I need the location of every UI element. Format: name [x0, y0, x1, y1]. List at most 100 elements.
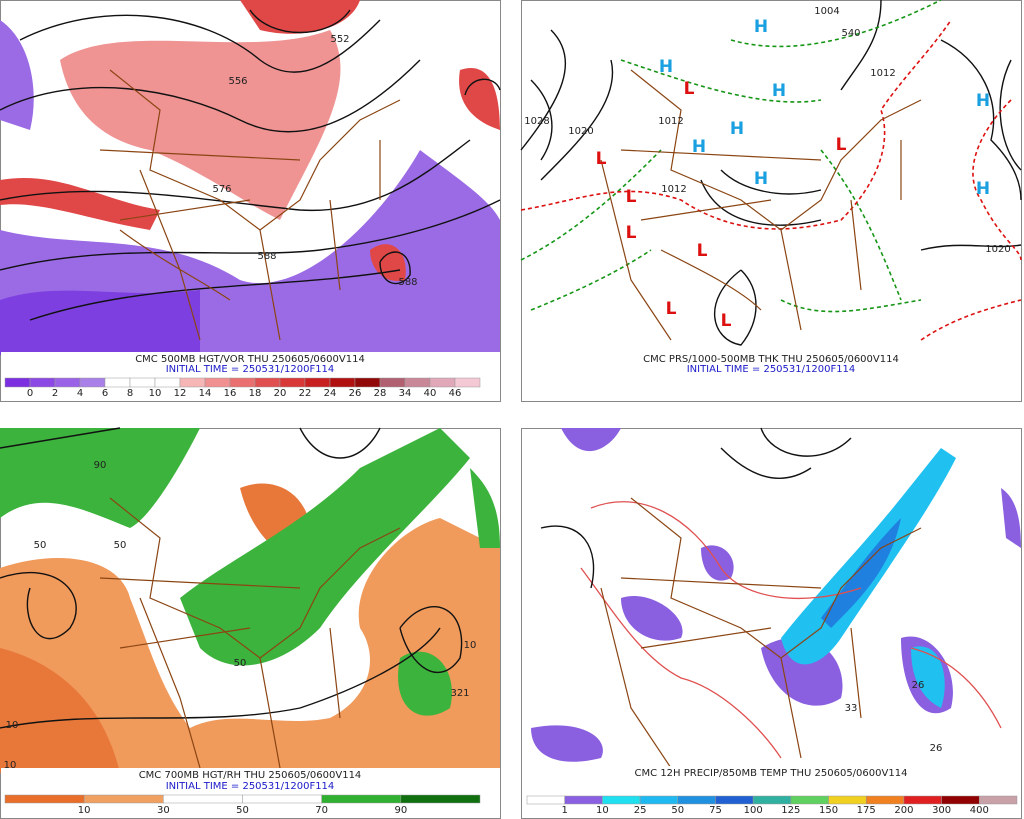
- colorbar-label: 20: [274, 388, 287, 399]
- contour-label: 321: [450, 688, 469, 699]
- colorbar-swatch: [54, 377, 81, 388]
- panel: CMC 12H PRECIP/850MB TEMP THU 250605/060…: [521, 427, 1022, 819]
- pressure-center: L: [721, 311, 732, 331]
- colorbar-label: 300: [932, 805, 951, 816]
- pressure-center: L: [666, 299, 677, 319]
- colorbar-label: 125: [781, 805, 800, 816]
- panel: CMC 700MB HGT/RH THU 250605/0600V114INIT…: [0, 427, 501, 819]
- map: [0, 427, 500, 773]
- colorbar-swatch: [639, 795, 679, 805]
- contour-label: 1020: [985, 244, 1010, 255]
- pressure-center: L: [684, 79, 695, 99]
- colorbar-label: 175: [857, 805, 876, 816]
- pressure-center: H: [754, 169, 768, 189]
- caption-bg: [522, 352, 1021, 380]
- colorbar-label: 90: [394, 805, 407, 816]
- pressure-center: L: [626, 223, 637, 243]
- colorbar-swatch: [179, 377, 206, 388]
- colorbar-label: 50: [671, 805, 684, 816]
- contour-label: 556: [228, 76, 247, 87]
- contour-label: 26: [930, 743, 943, 754]
- rh-area: [0, 518, 500, 773]
- colorbar-label: 46: [449, 388, 462, 399]
- colorbar-swatch: [279, 377, 306, 388]
- colorbar-swatch: [526, 795, 565, 805]
- pressure-center: H: [772, 81, 786, 101]
- colorbar-swatch: [163, 794, 243, 804]
- vorticity-area: [0, 290, 200, 355]
- initial-time: INITIAL TIME = 250531/1200F114: [687, 364, 856, 375]
- colorbar-label: 50: [236, 805, 249, 816]
- colorbar-swatch: [979, 795, 1018, 805]
- caption: CMC 500MB HGT/VOR THU 250605/0600V114: [135, 354, 365, 365]
- pressure-center: H: [659, 57, 673, 77]
- colorbar-label: 10: [596, 805, 609, 816]
- pressure-center: H: [976, 91, 990, 111]
- borders: [99, 497, 401, 769]
- colorbar-swatch: [104, 377, 131, 388]
- temp-contour: [580, 501, 1002, 759]
- colorbar-swatch: [429, 377, 456, 388]
- colorbar-label: 34: [399, 388, 412, 399]
- panel-frame: [521, 0, 1022, 402]
- colorbar-swatch: [154, 377, 181, 388]
- pressure-center: L: [596, 149, 607, 169]
- colorbar-swatch: [254, 377, 281, 388]
- contour-label: 10: [6, 720, 19, 731]
- colorbar-label: 4: [77, 388, 83, 399]
- colorbar-swatch: [129, 377, 156, 388]
- colorbar-label: 10: [78, 805, 91, 816]
- colorbar-label: 0: [27, 388, 33, 399]
- colorbar-label: 150: [819, 805, 838, 816]
- contour-label: 50: [34, 540, 47, 551]
- colorbar-swatch: [715, 795, 754, 805]
- colorbar-swatch: [564, 795, 603, 805]
- colorbar-swatch: [865, 795, 905, 805]
- colorbar-swatch: [400, 794, 481, 804]
- caption: CMC PRS/1000-500MB THK THU 250605/0600V1…: [643, 354, 899, 365]
- colorbar-swatch: [4, 377, 31, 388]
- colorbar-swatch: [677, 795, 716, 805]
- colorbar-swatch: [329, 377, 356, 388]
- contour-label: 576: [212, 184, 231, 195]
- contour-label: 588: [257, 251, 276, 262]
- panel: CMC PRS/1000-500MB THK THU 250605/0600V1…: [520, 0, 1022, 402]
- contour-label: 552: [330, 34, 349, 45]
- colorbar-swatch: [828, 795, 867, 805]
- height-contour: [0, 427, 463, 729]
- pressure-contour: [520, 0, 1022, 346]
- initial-time: INITIAL TIME = 250531/1200F114: [166, 781, 335, 792]
- colorbar-label: 10: [149, 388, 162, 399]
- colorbar-swatch: [752, 795, 792, 805]
- rh-area: [0, 483, 311, 773]
- colorbar-swatch: [204, 377, 231, 388]
- borders: [600, 69, 922, 341]
- precip-area: [821, 518, 901, 628]
- caption: CMC 12H PRECIP/850MB TEMP THU 250605/060…: [635, 768, 908, 779]
- colorbar-swatch: [4, 794, 85, 804]
- map: [520, 0, 1022, 346]
- thickness-contour: [520, 19, 1022, 341]
- contour-label: 1012: [661, 184, 686, 195]
- contour-label: 1020: [568, 126, 593, 137]
- contour-label: 1004: [814, 6, 839, 17]
- contour-label: 10: [4, 760, 17, 771]
- colorbar-label: 16: [224, 388, 237, 399]
- contour-label: 33: [845, 703, 858, 714]
- contour-label: 90: [94, 460, 107, 471]
- map: [531, 427, 1021, 769]
- colorbar-swatch: [229, 377, 256, 388]
- colorbar-label: 22: [299, 388, 312, 399]
- colorbar-label: 1: [562, 805, 568, 816]
- pressure-center: L: [836, 135, 847, 155]
- colorbar-label: 30: [157, 805, 170, 816]
- colorbar-swatch: [903, 795, 942, 805]
- thickness-contour: [520, 0, 942, 313]
- colorbar-swatch: [379, 377, 406, 388]
- colorbar-swatch: [354, 377, 381, 388]
- colorbar-label: 200: [894, 805, 913, 816]
- colorbar-swatch: [941, 795, 980, 805]
- contour-label: 1028: [524, 116, 549, 127]
